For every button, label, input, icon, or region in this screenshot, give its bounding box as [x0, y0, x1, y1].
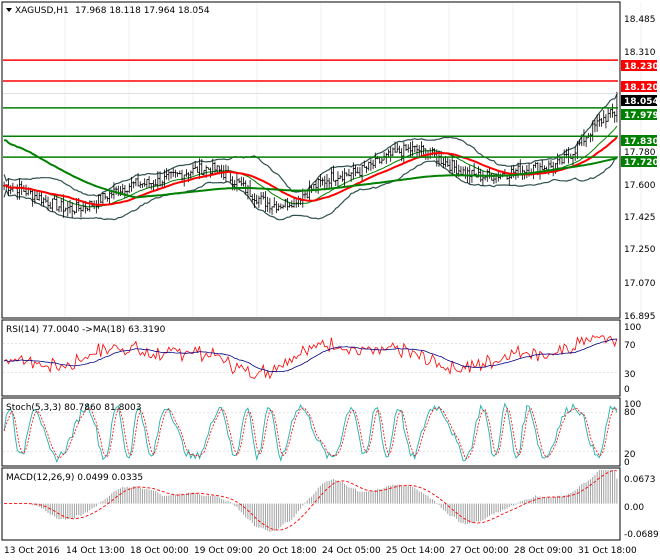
- support-label-text: 17.720: [624, 158, 659, 168]
- stoch-signal-line: [3, 407, 618, 460]
- macd-signal-line: [4, 469, 618, 531]
- time-label: 18 Oct 00:00: [130, 546, 189, 556]
- time-label: 28 Oct 09:00: [514, 546, 573, 556]
- time-label: 13 Oct 2016: [4, 546, 60, 556]
- current-price-text: 18.054: [624, 97, 659, 107]
- header-dropdown-icon[interactable]: [6, 8, 12, 12]
- macd-tick: -0.0689: [624, 530, 659, 540]
- grid-lines: [64, 3, 642, 317]
- rsi-line: [3, 334, 618, 380]
- support-label-17979: [621, 109, 657, 120]
- price-tick: 18.310: [624, 48, 656, 58]
- stoch-lines: [3, 402, 618, 464]
- time-axis: 13 Oct 2016 14 Oct 13:00 18 Oct 00:00 19…: [4, 546, 637, 556]
- macd-tick: 0.0673: [624, 475, 656, 485]
- rsi-lines: [3, 334, 618, 380]
- rsi-title: RSI(14) 77.0040 ->MA(18) 63.3190: [6, 325, 166, 335]
- rsi-tick: 100: [624, 323, 641, 333]
- price-axis: 18.485 18.310 17.780 17.600 17.425 17.25…: [624, 15, 656, 322]
- support-label-17830: [621, 135, 657, 146]
- price-tick: 17.070: [624, 279, 656, 289]
- rsi-panel[interactable]: [1, 319, 621, 397]
- macd-title: MACD(12,26,9) 0.0499 0.0335: [6, 473, 143, 483]
- time-label: 27 Oct 00:00: [450, 546, 509, 556]
- support-label-text: 17.830: [624, 137, 659, 147]
- stoch-panel[interactable]: [1, 397, 621, 467]
- resistance-label-18120: [621, 81, 657, 92]
- macd-panel[interactable]: [1, 467, 621, 541]
- stoch-tick: 80: [624, 408, 636, 418]
- price-tick: 17.600: [624, 181, 656, 191]
- bollinger-upper-band: [3, 94, 618, 197]
- price-label-boxes: 18.230 18.120 18.054 17.979 17.830 17.72…: [621, 60, 659, 168]
- resistance-label-text: 18.120: [624, 83, 659, 93]
- stoch-tick: 100: [624, 400, 641, 410]
- rsi-tick: 70: [624, 341, 636, 351]
- time-label: 20 Oct 18:00: [258, 546, 317, 556]
- support-resistance-lines: [3, 59, 618, 158]
- stoch-tick: 0: [624, 458, 630, 468]
- time-label: 25 Oct 14:00: [386, 546, 445, 556]
- macd-tick: 0.00: [624, 503, 644, 513]
- moving-averages: [3, 136, 618, 206]
- price-tick: 16.895: [624, 312, 656, 322]
- header-symbol: XAGUSD,H1: [15, 6, 69, 16]
- price-tick: 17.425: [624, 213, 656, 223]
- price-tick: 17.780: [624, 148, 656, 158]
- resistance-label-18230: [621, 60, 657, 71]
- moving-average-green: [3, 139, 618, 199]
- support-label-17720: [621, 156, 657, 167]
- main-price-panel[interactable]: [1, 1, 621, 319]
- rsi-tick: 0: [624, 385, 630, 395]
- price-tick: 18.485: [624, 15, 656, 25]
- time-label: 24 Oct 05:00: [322, 546, 381, 556]
- macd-plot: [4, 469, 618, 532]
- current-price-label: [621, 95, 657, 106]
- time-label: 31 Oct 18:00: [578, 546, 637, 556]
- time-label: 14 Oct 13:00: [66, 546, 125, 556]
- stoch-tick: 20: [624, 450, 636, 460]
- time-label: 19 Oct 09:00: [194, 546, 253, 556]
- rsi-tick: 30: [624, 370, 636, 380]
- rsi-ma-line: [3, 338, 617, 373]
- header-ohlc: 17.968 18.118 17.964 18.054: [75, 6, 210, 16]
- resistance-label-text: 18.230: [624, 62, 659, 72]
- bollinger-lower-band: [3, 157, 618, 221]
- price-tick: 17.250: [624, 245, 656, 255]
- stoch-title: Stoch(5,3,3) 80.7860 81.8003: [6, 403, 141, 413]
- support-label-text: 17.979: [624, 111, 659, 121]
